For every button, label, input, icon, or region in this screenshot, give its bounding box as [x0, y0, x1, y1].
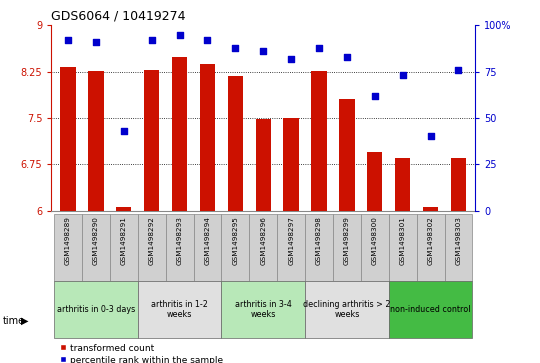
Bar: [116, 207, 131, 211]
Bar: [138, 281, 221, 338]
Bar: [193, 214, 221, 281]
Bar: [60, 68, 76, 211]
Point: [64, 37, 72, 43]
Text: GSM1498295: GSM1498295: [232, 216, 238, 265]
Bar: [305, 214, 333, 281]
Text: GSM1498289: GSM1498289: [65, 216, 71, 265]
Bar: [417, 214, 444, 281]
Bar: [228, 76, 243, 211]
Text: GSM1498298: GSM1498298: [316, 216, 322, 265]
Bar: [451, 158, 466, 211]
Point: [176, 32, 184, 38]
Point: [399, 73, 407, 78]
Text: non-induced control: non-induced control: [390, 305, 471, 314]
Bar: [144, 70, 159, 211]
Bar: [284, 118, 299, 211]
Point: [203, 37, 212, 43]
Text: GDS6064 / 10419274: GDS6064 / 10419274: [51, 10, 186, 23]
Bar: [444, 214, 472, 281]
Text: GSM1498291: GSM1498291: [121, 216, 127, 265]
Point: [231, 45, 240, 50]
Text: GSM1498301: GSM1498301: [400, 216, 406, 265]
Bar: [54, 281, 138, 338]
Text: GSM1498294: GSM1498294: [205, 216, 211, 265]
Bar: [312, 71, 327, 211]
Point: [147, 37, 156, 43]
Point: [342, 54, 351, 60]
Bar: [221, 281, 305, 338]
Point: [92, 39, 100, 45]
Text: arthritis in 0-3 days: arthritis in 0-3 days: [57, 305, 135, 314]
Text: GSM1498292: GSM1498292: [148, 216, 154, 265]
Text: GSM1498297: GSM1498297: [288, 216, 294, 265]
Point: [119, 128, 128, 134]
Bar: [389, 281, 472, 338]
Bar: [200, 64, 215, 211]
Text: GSM1498299: GSM1498299: [344, 216, 350, 265]
Bar: [277, 214, 305, 281]
Bar: [166, 214, 193, 281]
Point: [370, 93, 379, 99]
Bar: [88, 71, 104, 211]
Bar: [361, 214, 389, 281]
Bar: [54, 214, 82, 281]
Text: arthritis in 1-2
weeks: arthritis in 1-2 weeks: [151, 300, 208, 319]
Point: [315, 45, 323, 50]
Bar: [172, 57, 187, 211]
Text: declining arthritis > 2
weeks: declining arthritis > 2 weeks: [303, 300, 390, 319]
Text: arthritis in 3-4
weeks: arthritis in 3-4 weeks: [235, 300, 292, 319]
Text: time: time: [3, 316, 25, 326]
Bar: [138, 214, 166, 281]
Bar: [110, 214, 138, 281]
Text: ▶: ▶: [21, 316, 28, 326]
Text: GSM1498293: GSM1498293: [177, 216, 183, 265]
Bar: [339, 99, 355, 211]
Text: GSM1498300: GSM1498300: [372, 216, 378, 265]
Bar: [333, 214, 361, 281]
Text: GSM1498303: GSM1498303: [455, 216, 462, 265]
Bar: [249, 214, 277, 281]
Bar: [423, 207, 438, 211]
Bar: [221, 214, 249, 281]
Point: [287, 56, 295, 62]
Bar: [82, 214, 110, 281]
Bar: [389, 214, 417, 281]
Text: GSM1498296: GSM1498296: [260, 216, 266, 265]
Bar: [367, 152, 382, 211]
Point: [426, 134, 435, 139]
Text: GSM1498290: GSM1498290: [93, 216, 99, 265]
Point: [454, 67, 463, 73]
Bar: [255, 119, 271, 211]
Bar: [395, 158, 410, 211]
Bar: [305, 281, 389, 338]
Point: [259, 48, 267, 54]
Legend: transformed count, percentile rank within the sample: transformed count, percentile rank withi…: [56, 340, 227, 363]
Text: GSM1498302: GSM1498302: [428, 216, 434, 265]
